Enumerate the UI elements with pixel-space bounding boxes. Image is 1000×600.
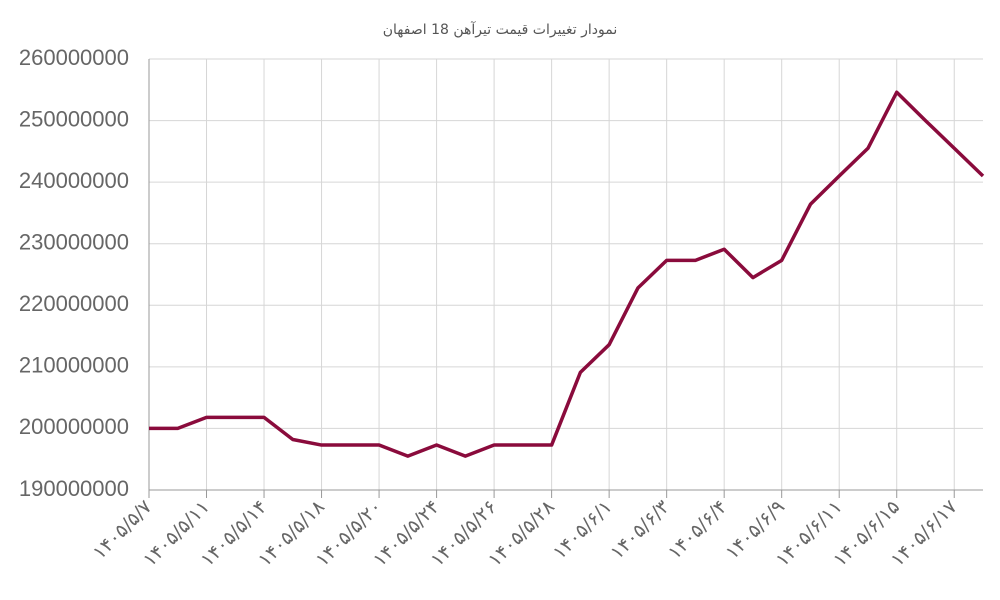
x-tick-label: ۱۴۰۵/۶/۳ [606, 496, 674, 564]
y-tick-label: 240000000 [19, 168, 129, 193]
y-tick-label: 210000000 [19, 353, 129, 378]
y-tick-label: 230000000 [19, 230, 129, 255]
chart-title: نمودار تغییرات قیمت تیرآهن 18 اصفهان [383, 21, 617, 38]
y-tick-label: 220000000 [19, 291, 129, 316]
y-tick-label: 190000000 [19, 476, 129, 501]
line [149, 90, 985, 458]
x-tick-label: ۱۴۰۵/۶/۱ [549, 496, 617, 564]
y-tick-label: 200000000 [19, 414, 129, 439]
y-tick-label: 250000000 [19, 106, 129, 131]
x-tick-label: ۱۴۰۵/۶/۴ [664, 496, 732, 564]
y-tick-label: 260000000 [19, 45, 129, 70]
